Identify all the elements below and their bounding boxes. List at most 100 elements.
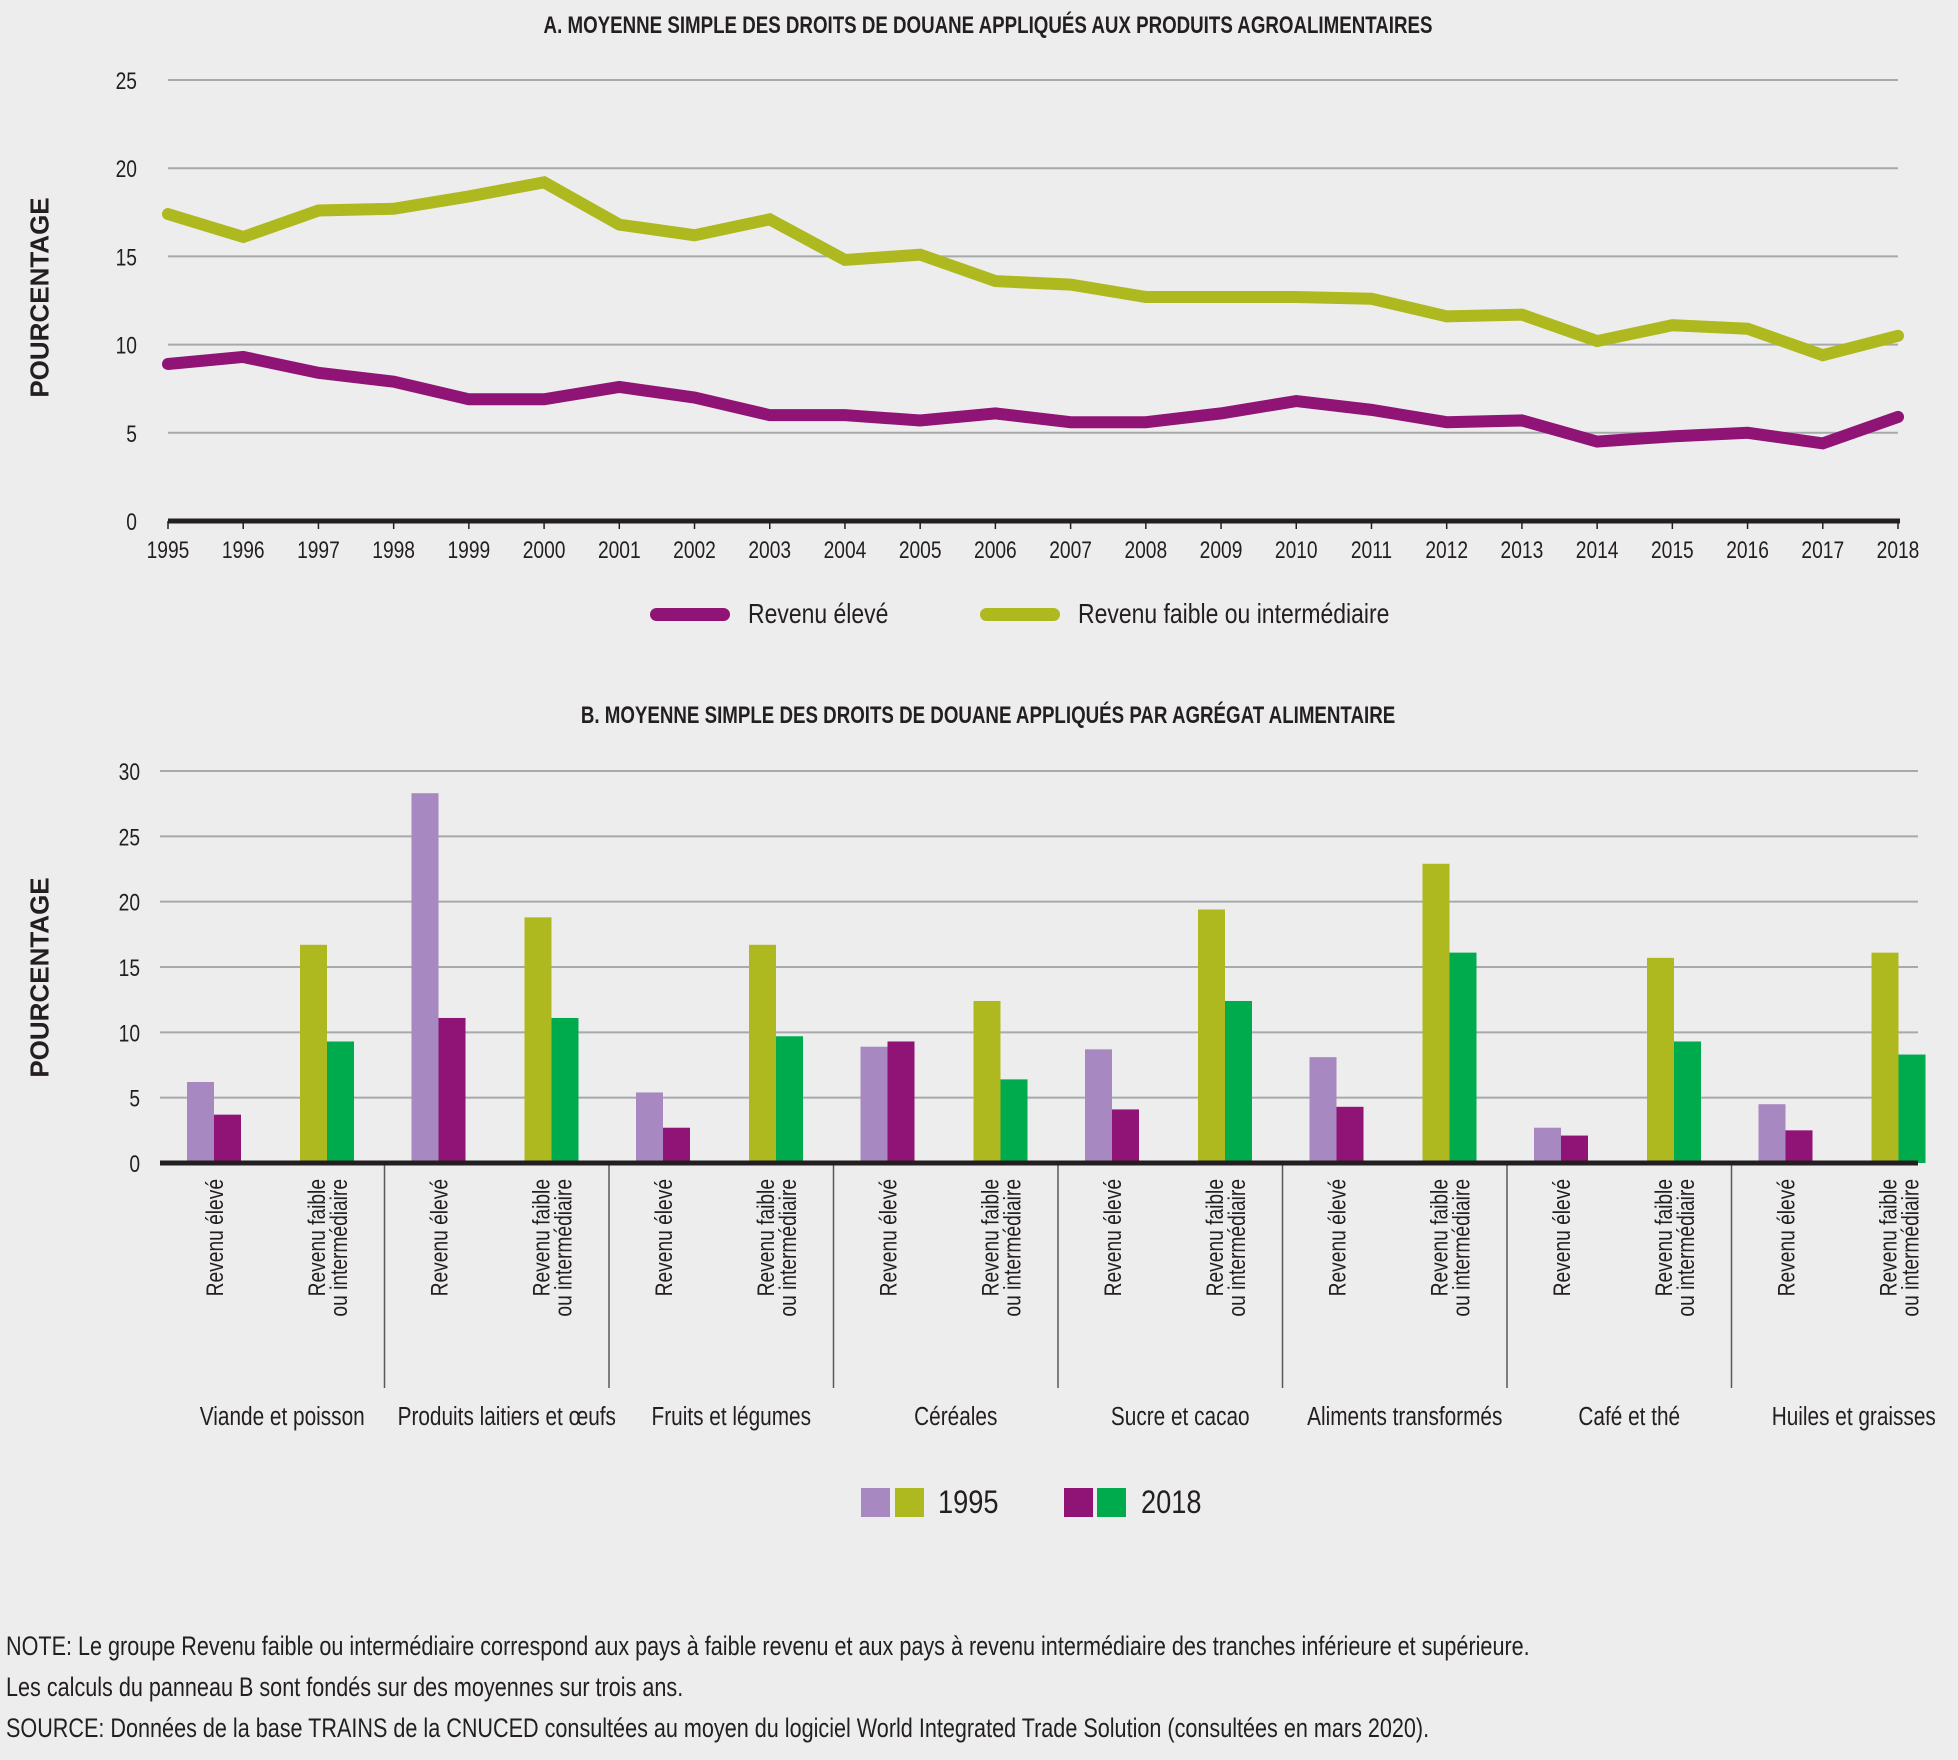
bar-2018-high-income bbox=[1785, 1130, 1813, 1163]
panel-a-title: A. MOYENNE SIMPLE DES DROITS DE DOUANE A… bbox=[543, 12, 1433, 39]
y-tick-label: 20 bbox=[116, 155, 137, 183]
panel-a-line-chart: 0 5 10 15 20 25 1995 1996 1997 1998 1999 2000 2001 20… bbox=[116, 67, 1920, 564]
x-tick-label: 2002 bbox=[673, 536, 716, 564]
x-tick-label: 1999 bbox=[448, 536, 491, 564]
legend-swatch-1995-high-income bbox=[861, 1488, 890, 1517]
bar-1995-high-income bbox=[411, 793, 439, 1163]
bar-2018-high-income bbox=[887, 1041, 915, 1163]
panel-a-legend: Revenu élevé Revenu faible ou intermédia… bbox=[0, 598, 1958, 642]
bar-2018-high-income bbox=[438, 1017, 466, 1163]
bar-2018-high-income bbox=[1561, 1135, 1588, 1163]
note-text-panel-b: Les calculs du panneau B sont fondés sur… bbox=[6, 1672, 684, 1702]
bar-1995-low-middle-income bbox=[1871, 952, 1899, 1163]
group-label-low-middle-income-line2: ou intermédiaire bbox=[1896, 1179, 1924, 1317]
bar-1995-low-middle-income bbox=[749, 944, 776, 1163]
bar-2018-high-income bbox=[663, 1127, 690, 1163]
bar-2018-low-middle-income bbox=[1898, 1054, 1926, 1163]
group-label-low-middle-income-line1: Revenu faible bbox=[1201, 1179, 1229, 1296]
y-tick-label: 5 bbox=[126, 420, 137, 448]
group-label-low-middle-income-line2: ou intermédiaire bbox=[549, 1179, 577, 1317]
legend-swatch-2018-high-income bbox=[1064, 1488, 1093, 1517]
bar-1995-low-middle-income bbox=[1647, 957, 1674, 1163]
bar-2018-high-income bbox=[1336, 1106, 1364, 1163]
x-tick-label: 2012 bbox=[1425, 536, 1468, 564]
bar-1995-low-middle-income bbox=[973, 1000, 1001, 1163]
category-label: Produits laitiers et œufs bbox=[398, 1402, 616, 1431]
group-label-low-middle-income-line1: Revenu faible bbox=[527, 1179, 555, 1296]
bar-1995-high-income bbox=[636, 1092, 663, 1163]
series-line-high-income bbox=[162, 350, 1904, 450]
x-tick-label: 1998 bbox=[372, 536, 415, 564]
x-tick-label: 2015 bbox=[1651, 536, 1694, 564]
x-tick-label: 2009 bbox=[1200, 536, 1243, 564]
bar-1995-low-middle-income bbox=[1422, 863, 1450, 1163]
group-label-low-middle-income-line1: Revenu faible bbox=[752, 1179, 780, 1296]
legend-swatch-2018-low-middle-income bbox=[1097, 1488, 1126, 1517]
x-tick-label: 2006 bbox=[974, 536, 1017, 564]
group-label-high-income: Revenu élevé bbox=[874, 1179, 902, 1296]
category-label: Sucre et cacao bbox=[1111, 1402, 1250, 1431]
group-label-high-income: Revenu élevé bbox=[650, 1179, 678, 1296]
x-tick-label: 2017 bbox=[1801, 536, 1844, 564]
group-label-low-middle-income-line2: ou intermédiaire bbox=[325, 1179, 353, 1317]
legend-swatch-1995-low-middle-income bbox=[895, 1488, 924, 1517]
category-label: Fruits et légumes bbox=[652, 1402, 811, 1431]
y-tick-label: 0 bbox=[126, 508, 137, 536]
legend-item-low-middle-income: Revenu faible ou intermédiaire bbox=[980, 598, 1458, 630]
category-label: Céréales bbox=[914, 1402, 997, 1431]
x-tick-label: 2011 bbox=[1351, 536, 1392, 564]
series-line-low-middle-income bbox=[162, 176, 1904, 362]
bar-2018-low-middle-income bbox=[1449, 952, 1477, 1163]
bar-2018-high-income bbox=[1112, 1109, 1139, 1163]
bar-2018-low-middle-income bbox=[551, 1017, 579, 1163]
group-label-low-middle-income-line2: ou intermédiaire bbox=[1223, 1179, 1251, 1317]
group-label-high-income: Revenu élevé bbox=[1548, 1179, 1576, 1296]
chart-notes: NOTE: Le groupe Revenu faible ou intermé… bbox=[6, 1626, 1911, 1749]
y-tick-label: 20 bbox=[119, 889, 140, 917]
source-text: SOURCE: Données de la base TRAINS de la … bbox=[6, 1713, 1430, 1743]
group-label-low-middle-income-line2: ou intermédiaire bbox=[1672, 1179, 1700, 1317]
x-tick-label: 2013 bbox=[1501, 536, 1544, 564]
bar-1995-high-income bbox=[1758, 1104, 1786, 1163]
bar-2018-low-middle-income bbox=[1000, 1079, 1028, 1163]
x-tick-label: 2016 bbox=[1726, 536, 1769, 564]
category-label: Huiles et graisses bbox=[1772, 1402, 1936, 1431]
group-label-high-income: Revenu élevé bbox=[1772, 1179, 1800, 1296]
bar-1995-low-middle-income bbox=[1198, 909, 1225, 1163]
y-tick-label: 15 bbox=[116, 243, 137, 271]
x-tick-label: 2004 bbox=[824, 536, 867, 564]
legend-label-high-income: Revenu élevé bbox=[748, 598, 889, 629]
y-tick-label: 30 bbox=[119, 758, 140, 786]
bar-1995-high-income bbox=[1309, 1057, 1337, 1163]
y-tick-label: 0 bbox=[129, 1150, 140, 1178]
x-tick-label: 2018 bbox=[1877, 536, 1920, 564]
x-tick-label: 2005 bbox=[899, 536, 942, 564]
y-tick-label: 25 bbox=[119, 823, 140, 851]
bar-1995-low-middle-income bbox=[300, 944, 327, 1163]
category-label: Aliments transformés bbox=[1307, 1402, 1502, 1431]
group-label-low-middle-income-line1: Revenu faible bbox=[303, 1179, 331, 1296]
bar-1995-high-income bbox=[860, 1046, 888, 1163]
y-tick-label: 10 bbox=[119, 1019, 140, 1047]
x-tick-label: 2014 bbox=[1576, 536, 1619, 564]
category-label: Viande et poisson bbox=[200, 1402, 365, 1431]
group-label-high-income: Revenu élevé bbox=[1323, 1179, 1351, 1296]
x-tick-label: 2008 bbox=[1124, 536, 1167, 564]
bar-1995-high-income bbox=[1534, 1127, 1561, 1163]
bar-1995-low-middle-income bbox=[524, 917, 552, 1163]
bar-2018-low-middle-income bbox=[1225, 1000, 1252, 1163]
x-tick-label: 2003 bbox=[748, 536, 791, 564]
legend-swatch-low-middle-income bbox=[980, 607, 1060, 621]
group-label-high-income: Revenu élevé bbox=[425, 1179, 453, 1296]
group-label-low-middle-income-line2: ou intermédiaire bbox=[1447, 1179, 1475, 1317]
category-label: Café et thé bbox=[1578, 1402, 1680, 1431]
panel-b-title: B. MOYENNE SIMPLE DES DROITS DE DOUANE A… bbox=[580, 702, 1396, 729]
x-tick-label: 1997 bbox=[297, 536, 340, 564]
bar-2018-low-middle-income bbox=[1674, 1041, 1701, 1163]
bar-2018-low-middle-income bbox=[327, 1041, 354, 1163]
x-tick-label: 2010 bbox=[1275, 536, 1318, 564]
group-label-low-middle-income-line2: ou intermédiaire bbox=[774, 1179, 802, 1317]
x-tick-label: 2007 bbox=[1049, 536, 1092, 564]
x-tick-label: 2000 bbox=[523, 536, 566, 564]
